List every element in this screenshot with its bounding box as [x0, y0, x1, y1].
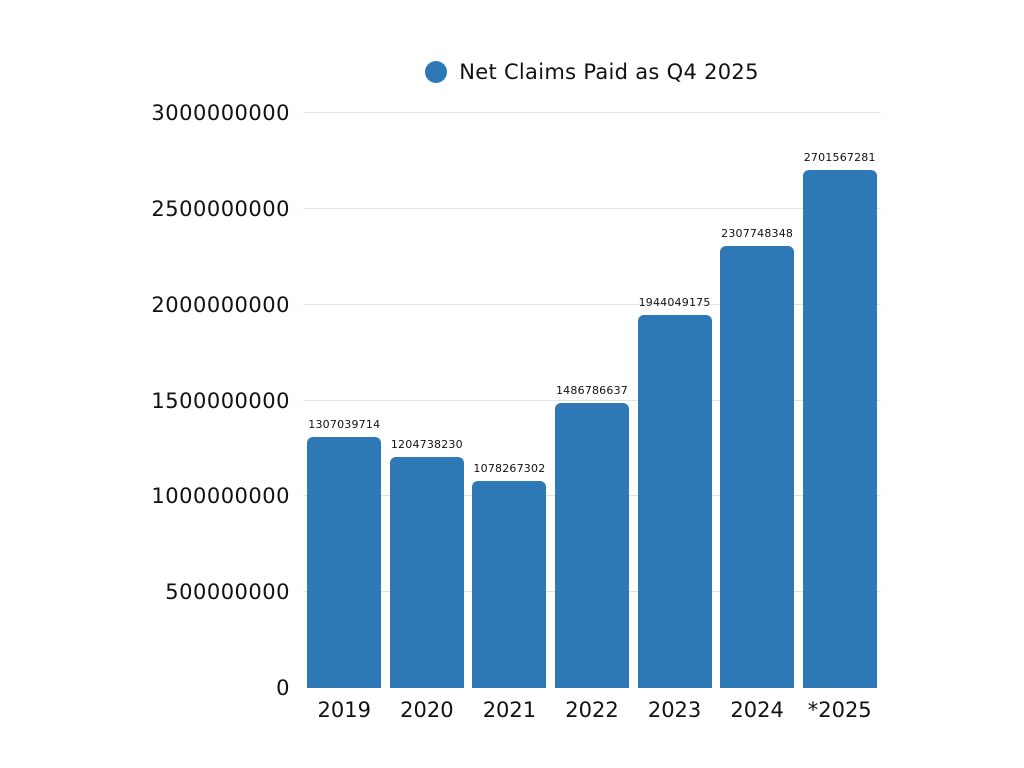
bar	[802, 170, 877, 688]
x-tick-label: 2022	[565, 698, 619, 722]
y-tick-label: 2000000000	[151, 292, 290, 317]
gridline	[303, 112, 881, 113]
bar	[389, 457, 464, 688]
y-axis: 0 500000000 1000000000 1500000000 2000000000…	[100, 101, 290, 700]
legend-label: Net Claims Paid as Q4 2025	[459, 60, 759, 84]
x-tick-label: 2024	[730, 698, 784, 722]
bar	[720, 245, 795, 688]
bar-value-label: 1307039714	[308, 418, 381, 432]
y-tick-label: 1500000000	[151, 388, 290, 413]
bar-value-label: 1944049175	[638, 296, 711, 310]
bar-group: 2701567281 *2025	[798, 113, 881, 722]
x-tick-label: 2021	[482, 698, 537, 722]
gridline	[303, 399, 881, 401]
bar-group: 1307039714 2019	[303, 113, 386, 722]
bar	[472, 481, 547, 688]
y-tick-label: 0	[276, 676, 290, 700]
bar-group: 1204738230 2020	[386, 113, 469, 722]
bar-value-label: 2307748348	[721, 226, 794, 240]
gridline	[303, 207, 881, 209]
y-tick-label: 2500000000	[151, 196, 290, 221]
bar-group: 1486786637 2022	[551, 113, 634, 722]
bar-value-label: 2701567281	[803, 151, 876, 165]
gridline	[303, 303, 881, 305]
bar-group: 2307748348 2024	[716, 113, 799, 722]
x-tick-label: 2023	[647, 698, 702, 722]
bar	[307, 437, 382, 688]
bar-value-label: 1204738230	[390, 438, 463, 452]
chart-legend[interactable]: Net Claims Paid as Q4 2025	[303, 58, 881, 86]
legend-dot-icon	[425, 61, 448, 83]
bar	[637, 315, 712, 688]
y-tick-label: 3000000000	[151, 101, 290, 125]
bar-group: 1944049175 2023	[633, 113, 716, 722]
x-tick-label: *2025	[807, 698, 872, 722]
bar-group: 1078267302 2021	[468, 113, 551, 722]
y-tick-label: 1000000000	[151, 484, 290, 509]
bar-value-label: 1078267302	[473, 462, 546, 476]
bar	[554, 403, 629, 688]
bar-value-label: 1486786637	[555, 384, 628, 398]
x-tick-label: 2020	[400, 698, 454, 722]
y-tick-label: 500000000	[165, 580, 290, 605]
x-tick-label: 2019	[317, 698, 371, 722]
plot-area: 1307039714 2019 1204738230 2020 1078267302 20…	[303, 112, 881, 722]
